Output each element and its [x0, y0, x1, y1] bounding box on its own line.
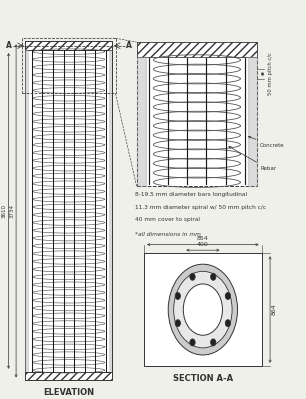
Circle shape: [211, 339, 216, 346]
Circle shape: [190, 273, 195, 280]
Text: A: A: [126, 41, 132, 50]
Bar: [136, 42, 257, 57]
Bar: [25, 50, 113, 372]
Text: 3610: 3610: [1, 204, 6, 218]
Bar: [144, 253, 262, 366]
Circle shape: [225, 292, 231, 300]
Bar: [25, 50, 29, 372]
Text: 854: 854: [197, 237, 209, 241]
Circle shape: [168, 264, 237, 355]
Text: Rebar: Rebar: [229, 146, 276, 171]
Text: SECTION A-A: SECTION A-A: [173, 374, 233, 383]
Text: 40 mm cover to spiral: 40 mm cover to spiral: [135, 217, 200, 221]
Bar: [25, 41, 113, 50]
Text: ELEVATION: ELEVATION: [43, 387, 94, 397]
Bar: [109, 50, 113, 372]
Text: *all dimensions in mm: *all dimensions in mm: [135, 232, 201, 237]
Circle shape: [175, 320, 181, 327]
Text: 864: 864: [271, 304, 276, 316]
Text: Concrete: Concrete: [248, 136, 285, 148]
Bar: [136, 42, 257, 186]
Text: 400: 400: [197, 243, 209, 247]
Text: A: A: [6, 41, 12, 50]
Text: 11.3 mm diameter spiral w/ 50 mm pitch c/c: 11.3 mm diameter spiral w/ 50 mm pitch c…: [135, 205, 266, 210]
Text: 8-19.5 mm diameter bars longitudinal: 8-19.5 mm diameter bars longitudinal: [135, 192, 247, 197]
Bar: [25, 372, 113, 381]
Circle shape: [225, 320, 231, 327]
Circle shape: [175, 292, 181, 300]
Circle shape: [211, 273, 216, 280]
Text: 50 mm pitch c/c: 50 mm pitch c/c: [267, 53, 273, 95]
Circle shape: [190, 339, 195, 346]
Bar: [22, 38, 115, 93]
Text: 3734: 3734: [9, 204, 15, 218]
Circle shape: [183, 284, 222, 335]
Circle shape: [174, 271, 232, 348]
